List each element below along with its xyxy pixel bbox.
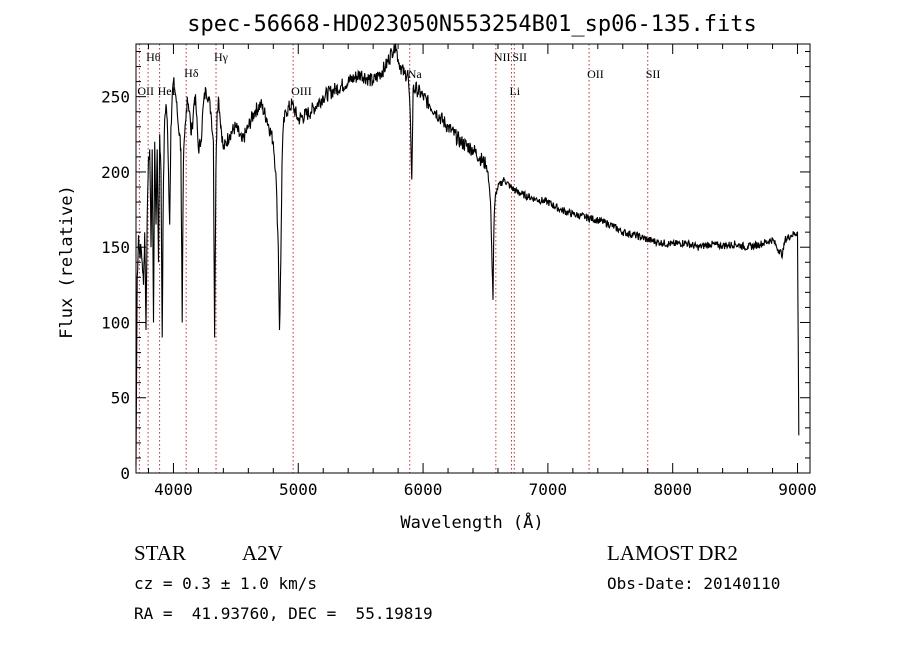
spectral-line-label: OIII <box>291 84 312 98</box>
y-tick-label: 150 <box>101 238 130 257</box>
y-tick-label: 50 <box>111 389 130 408</box>
spectral-line-label: OII <box>587 67 604 81</box>
spectral-line-label: SII <box>512 50 527 64</box>
spectral-line-label: Na <box>408 67 423 81</box>
plot-frame <box>135 43 811 474</box>
y-axis-label: Flux (relative) <box>57 185 77 339</box>
y-tick-label: 100 <box>101 313 130 332</box>
spectral-line-label: Hγ <box>214 50 229 64</box>
x-tick-label: 5000 <box>279 480 318 499</box>
y-tick-label: 250 <box>101 88 130 107</box>
coordinates-readout: RA = 41.93760, DEC = 55.19819 <box>134 604 433 623</box>
x-axis-label: Wavelength (Å) <box>400 511 543 533</box>
x-axis-ticks: 4000 5000 6000 7000 8000 9000 <box>147 44 817 499</box>
x-tick-label: 6000 <box>404 480 443 499</box>
x-tick-label: 9000 <box>778 480 817 499</box>
object-class: STAR <box>134 541 186 565</box>
survey-name: LAMOST DR2 <box>607 541 738 565</box>
spectral-line-label: SII <box>646 67 661 81</box>
object-subclass: A2V <box>242 541 283 565</box>
y-tick-label: 0 <box>120 464 130 483</box>
observation-date: Obs-Date: 20140110 <box>607 574 780 593</box>
y-axis-ticks: 0 50 100 150 200 250 <box>101 51 810 483</box>
spectral-line-label: Li <box>509 84 520 98</box>
y-tick-label: 200 <box>101 163 130 182</box>
x-tick-label: 7000 <box>529 480 568 499</box>
x-tick-label: 4000 <box>154 480 193 499</box>
spectral-line-label: Hθ <box>146 50 161 64</box>
chart-title: spec-56668-HD023050N553254B01_sp06-135.f… <box>187 12 757 37</box>
spectral-line-label: OII <box>137 84 154 98</box>
spectral-line-label: NII <box>494 50 511 64</box>
spectral-line-label: HeI <box>158 84 176 98</box>
redshift-readout: cz = 0.3 ± 1.0 km/s <box>134 574 317 593</box>
spectral-line-label: Hδ <box>184 66 199 80</box>
x-tick-label: 8000 <box>653 480 692 499</box>
spectrum-series-line <box>135 43 800 466</box>
